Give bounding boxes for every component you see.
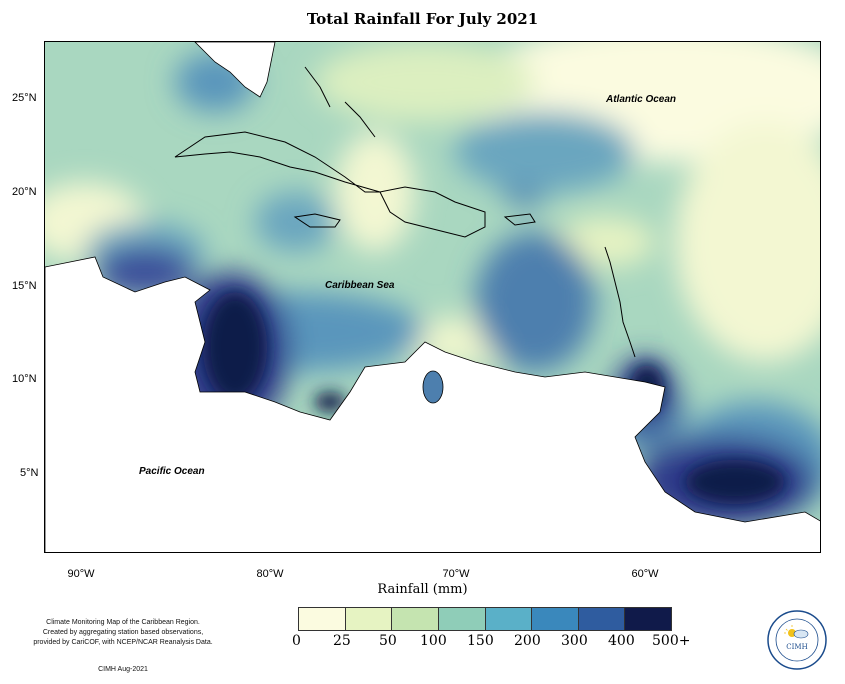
legend-tick: 25: [333, 633, 351, 649]
legend-swatch-7: [625, 608, 671, 630]
legend-swatch-2: [392, 608, 439, 630]
lon-label-90w: 90°W: [67, 568, 95, 580]
legend-swatch-5: [532, 608, 579, 630]
rainfall-map: [44, 41, 821, 553]
legend-tick: 500+: [652, 633, 691, 649]
lat-label-20n: 20°N: [12, 186, 37, 198]
legend-tick: 400: [608, 633, 635, 649]
lat-label-15n: 15°N: [12, 280, 37, 292]
lon-label-60w: 60°W: [631, 568, 659, 580]
legend-swatch-0: [299, 608, 346, 630]
credits-line-3: provided by CariCOF, with NCEP/NCAR Rean…: [33, 639, 213, 646]
credits-line-2: Created by aggregating station based obs…: [42, 629, 204, 636]
cimh-logo-icon: CIMH: [767, 610, 827, 670]
lon-label-70w: 70°W: [442, 568, 470, 580]
legend-swatch-6: [578, 608, 626, 630]
lat-label-5n: 5°N: [20, 467, 39, 479]
map-title: Total Rainfall For July 2021: [306, 10, 539, 28]
legend-title: Rainfall (mm): [377, 582, 468, 597]
legend-tick: 200: [514, 633, 541, 649]
legend-tick: 100: [420, 633, 447, 649]
legend-tick: 0: [292, 633, 301, 649]
lake-maracaibo: [422, 370, 444, 404]
land-masses: [45, 42, 820, 552]
lat-label-10n: 10°N: [12, 373, 37, 385]
legend-color-bar: [298, 607, 672, 631]
legend-swatch-4: [485, 608, 533, 630]
island-outlines: [174, 66, 636, 358]
logo-text: CIMH: [786, 643, 807, 651]
atlantic-ocean-label: Atlantic Ocean: [606, 94, 677, 105]
legend-ticks: 0 25 50 100 150 200 300 400 500+: [280, 633, 700, 653]
pacific-ocean-label: Pacific Ocean: [139, 466, 205, 477]
lon-label-80w: 80°W: [256, 568, 284, 580]
credits-date: CIMH Aug-2021: [98, 666, 148, 673]
lat-label-25n: 25°N: [12, 92, 37, 104]
legend-swatch-1: [345, 608, 393, 630]
legend-tick: 150: [467, 633, 494, 649]
caribbean-sea-label: Caribbean Sea: [325, 280, 395, 291]
credits-text: Climate Monitoring Map of the Caribbean …: [8, 618, 238, 648]
legend-tick: 300: [561, 633, 588, 649]
rainfall-map-svg: [45, 42, 820, 552]
legend-swatch-3: [438, 608, 486, 630]
credits-line-1: Climate Monitoring Map of the Caribbean …: [46, 619, 200, 626]
legend-tick: 50: [379, 633, 397, 649]
cimh-logo: CIMH: [766, 609, 828, 671]
